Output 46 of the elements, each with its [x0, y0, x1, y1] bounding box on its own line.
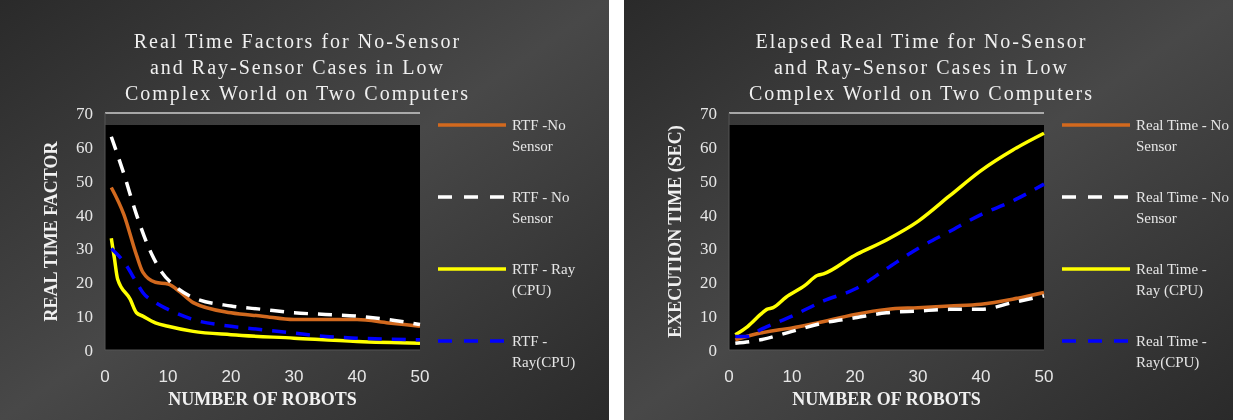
line-series [109, 185, 422, 329]
y-tick-label: 20 [76, 273, 93, 293]
x-tick-label: 30 [284, 367, 304, 386]
x-tick-label: 40 [971, 367, 991, 386]
legend-label: Real Time - No Sensor [1136, 189, 1229, 226]
y-tick-label: 30 [700, 239, 717, 259]
x-tick-label: 30 [908, 367, 928, 386]
y-tick-label: 40 [700, 205, 717, 225]
line-series [109, 134, 422, 327]
legend-label: Real Time - Ray (CPU) [1136, 261, 1207, 299]
legend-label: RTF - Ray (CPU) [512, 261, 576, 299]
x-tick-label: 20 [845, 367, 865, 386]
y-tick-label: 20 [700, 273, 717, 293]
y-tick-label: 10 [700, 307, 717, 327]
x-tick-label: 20 [221, 367, 241, 386]
y-axis-title: REAL TIME FACTOR [41, 140, 61, 322]
x-tick-label: 0 [100, 367, 110, 386]
y-tick-label: 70 [700, 103, 717, 123]
x-tick-label: 50 [410, 367, 430, 386]
x-tick-label: 50 [1034, 367, 1054, 386]
y-tick-label: 0 [708, 340, 717, 360]
y-tick-label: 30 [76, 239, 93, 259]
x-axis-title: NUMBER OF ROBOTS [792, 389, 981, 409]
x-tick-label: 10 [158, 367, 178, 386]
legend-label: RTF - No Sensor [512, 189, 570, 226]
x-axis-title: NUMBER OF ROBOTS [168, 389, 357, 409]
x-tick-label: 40 [347, 367, 367, 386]
y-tick-label: 0 [84, 340, 93, 360]
x-tick-label: 10 [782, 367, 802, 386]
line-series [733, 131, 1046, 337]
line-series [733, 182, 1046, 339]
chart-title: Elapsed Real Time for No-Sensor and Ray-Sensor Cases in Low Complex World on Two Computers [748, 30, 1095, 105]
y-tick-label: 10 [76, 307, 93, 327]
legend-label: RTF - Ray(CPU) [512, 333, 576, 371]
legend-label: Real Time - No Sensor [1136, 117, 1229, 154]
legend-label: Real Time - Ray(CPU) [1136, 333, 1207, 371]
y-axis-title: EXECUTION TIME (SEC) [665, 125, 686, 338]
x-tick-label: 0 [724, 367, 734, 386]
chart-title: Real Time Factors for No-Sensor and Ray-Sensor Cases in Low Complex World on Two Computers [124, 30, 471, 105]
y-tick-label: 50 [700, 171, 717, 191]
y-tick-label: 50 [76, 171, 93, 191]
y-tick-label: 60 [700, 137, 717, 157]
y-tick-label: 70 [76, 103, 93, 123]
legend-label: RTF -No Sensor [512, 117, 566, 154]
y-tick-label: 60 [76, 137, 93, 157]
y-tick-label: 40 [76, 205, 93, 225]
